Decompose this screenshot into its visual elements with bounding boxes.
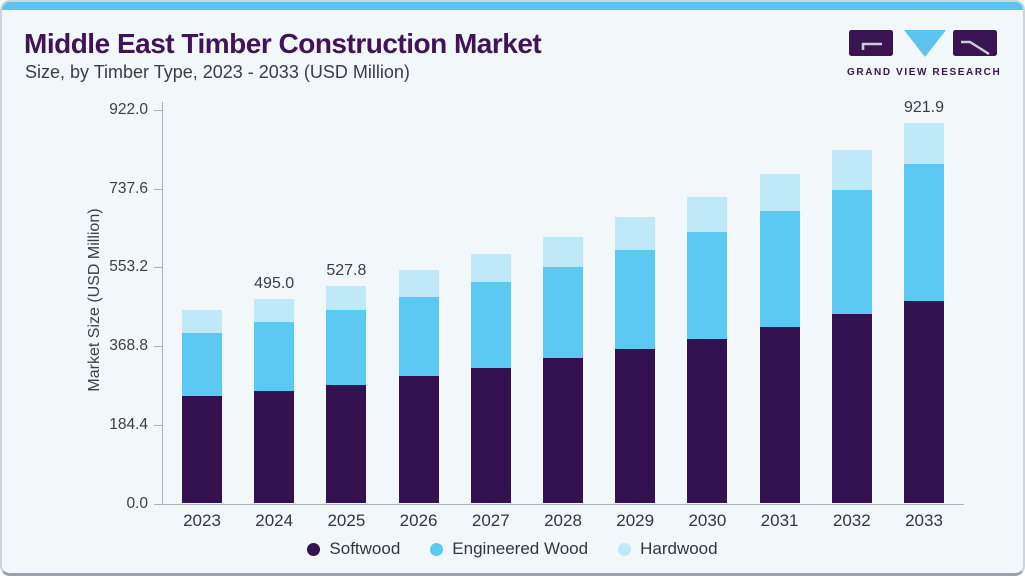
y-tick-mark (154, 503, 162, 505)
y-axis-line (162, 102, 163, 504)
bar-segment-2026-hardwood (398, 269, 439, 297)
y-tick-mark (154, 188, 162, 190)
bar-segment-2029-engineered-wood (615, 250, 656, 350)
bar-segment-2027-hardwood (470, 253, 511, 283)
top-accent-bar (2, 2, 1023, 10)
y-tick-mark (154, 267, 162, 269)
bar-segment-2026-engineered-wood (398, 296, 439, 376)
bar-segment-2030-engineered-wood (687, 231, 728, 340)
bar-segment-2024-engineered-wood (254, 322, 295, 391)
y-tick-label: 737.6 (109, 179, 148, 197)
bar-total-label: 921.9 (903, 99, 945, 117)
legend-dot-icon (618, 542, 632, 556)
y-axis-title: Market Size (USD Million) (86, 208, 103, 392)
x-tick-label: 2031 (760, 510, 799, 530)
legend-dot-icon (430, 542, 444, 556)
bar-segment-2028-softwood (543, 358, 583, 504)
bar-segment-2025-engineered-wood (326, 310, 367, 385)
bar-segment-2027-softwood (470, 367, 511, 504)
bar-segment-2033-softwood (904, 300, 944, 504)
x-tick-label: 2032 (832, 510, 871, 530)
y-tick-mark (154, 424, 162, 426)
bar-segment-2032-engineered-wood (831, 190, 872, 315)
legend-item-softwood: Softwood (307, 539, 400, 559)
bar-segment-2030-softwood (687, 339, 728, 504)
gvr-logo: GRAND VIEW RESEARCH (847, 28, 1002, 78)
legend-label: Engineered Wood (452, 539, 589, 558)
bar-segment-2026-softwood (398, 375, 439, 504)
bar-segment-2030-hardwood (687, 197, 728, 232)
y-tick-label: 922.0 (109, 101, 148, 118)
bar-segment-2029-hardwood (615, 217, 656, 251)
bar-segment-2033-hardwood (904, 123, 944, 165)
page-title: Middle East Timber Construction Market (24, 28, 542, 59)
gvr-logo-icon (849, 30, 997, 57)
y-tick-label: 184.4 (109, 415, 148, 433)
y-tick-label: 0.0 (126, 494, 148, 512)
bar-segment-2023-engineered-wood (182, 332, 222, 397)
legend-item-engineered-wood: Engineered Wood (430, 539, 588, 559)
bar-segment-2032-softwood (831, 314, 872, 504)
gvr-logo-wordmark: GRAND VIEW RESEARCH (847, 67, 1002, 78)
page-subtitle: Size, by Timber Type, 2023 - 2033 (USD M… (25, 62, 410, 82)
chart-legend: Softwood Engineered Wood Hardwood (2, 539, 1023, 559)
bar-segment-2023-softwood (182, 396, 222, 504)
y-tick-label: 553.2 (109, 258, 148, 276)
y-tick-mark (154, 110, 162, 111)
legend-label: Softwood (329, 539, 401, 558)
bar-segment-2031-engineered-wood (759, 211, 800, 327)
x-tick-label: 2025 (327, 510, 366, 530)
bar-segment-2031-hardwood (759, 174, 800, 212)
bar-segment-2024-hardwood (254, 299, 295, 323)
bar-segment-2029-softwood (615, 349, 656, 504)
bar-segment-2032-hardwood (831, 150, 872, 191)
x-tick-label: 2028 (544, 510, 582, 530)
y-tick-label: 368.8 (109, 337, 148, 355)
x-tick-label: 2026 (399, 510, 438, 530)
bar-total-label: 495.0 (254, 275, 295, 293)
bar-segment-2024-softwood (254, 390, 295, 504)
x-tick-label: 2033 (905, 510, 943, 530)
bar-segment-2027-engineered-wood (470, 282, 511, 368)
legend-dot-icon (307, 542, 321, 556)
x-tick-label: 2023 (183, 510, 221, 530)
x-tick-label: 2030 (688, 510, 727, 530)
bar-segment-2031-softwood (759, 326, 800, 504)
bar-segment-2028-engineered-wood (543, 266, 583, 359)
x-tick-label: 2027 (471, 510, 510, 530)
bar-segment-2033-engineered-wood (904, 164, 944, 301)
bar-segment-2025-hardwood (326, 285, 367, 311)
bar-total-label: 527.8 (326, 261, 367, 279)
bar-segment-2028-hardwood (543, 237, 583, 267)
x-tick-label: 2024 (255, 510, 294, 530)
bar-segment-2025-softwood (326, 384, 367, 504)
legend-item-hardwood: Hardwood (618, 539, 718, 559)
legend-label: Hardwood (640, 539, 718, 558)
bar-segment-2023-hardwood (182, 310, 222, 333)
y-tick-mark (154, 346, 162, 348)
x-tick-label: 2029 (616, 510, 655, 530)
x-axis-line (162, 503, 964, 505)
